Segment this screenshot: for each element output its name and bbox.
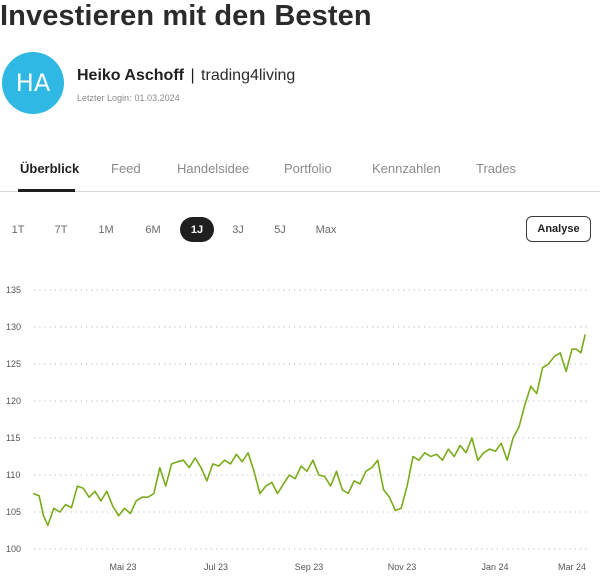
last-login-date: 01.03.2024 xyxy=(134,93,180,103)
avatar[interactable]: HA xyxy=(2,52,64,114)
tab-ueberblick[interactable]: Überblick xyxy=(20,161,80,176)
tab-portfolio[interactable]: Portfolio xyxy=(284,161,332,176)
last-login: Letzter Login: 01.03.2024 xyxy=(77,93,183,103)
x-axis: Mai 23 Jul 23 Sep 23 Nov 23 Jan 24 Mar 24 xyxy=(109,562,586,572)
series-line xyxy=(32,334,586,527)
range-6m-button[interactable]: 6M xyxy=(145,223,161,236)
tab-feed[interactable]: Feed xyxy=(111,161,141,176)
x-tick-label: Mar 24 xyxy=(558,562,586,572)
y-tick-label: 120 xyxy=(6,396,21,406)
y-tick-label: 105 xyxy=(6,507,21,517)
profile-header: Heiko Aschoff | trading4living xyxy=(77,67,295,85)
range-7t-button[interactable]: 7T xyxy=(54,223,68,236)
x-tick-label: Mai 23 xyxy=(109,562,136,572)
range-5j-button[interactable]: 5J xyxy=(274,223,286,236)
tab-kennzahlen[interactable]: Kennzahlen xyxy=(372,161,441,176)
profile-separator: | xyxy=(190,67,195,84)
profile-handle: trading4living xyxy=(201,67,296,84)
y-tick-label: 100 xyxy=(6,544,21,554)
tab-trades[interactable]: Trades xyxy=(476,161,516,176)
x-tick-label: Jan 24 xyxy=(481,562,508,572)
y-axis: 100 105 110 115 120 125 130 135 xyxy=(6,285,21,554)
y-tick-label: 135 xyxy=(6,285,21,295)
x-tick-label: Nov 23 xyxy=(388,562,417,572)
range-1j-button[interactable]: 1J xyxy=(180,217,214,242)
chart-grid xyxy=(34,289,590,550)
last-login-label: Letzter Login: xyxy=(77,93,132,103)
range-3j-button[interactable]: 3J xyxy=(232,223,244,236)
active-tab-indicator xyxy=(18,189,75,192)
profile-name[interactable]: Heiko Aschoff xyxy=(77,67,184,84)
y-tick-label: 115 xyxy=(6,433,20,443)
page-title: Investieren mit den Besten xyxy=(0,0,372,32)
tab-bar: Überblick Feed Handelsidee Portfolio Ken… xyxy=(0,150,600,192)
y-tick-label: 130 xyxy=(6,322,21,332)
range-1m-button[interactable]: 1M xyxy=(98,223,114,236)
x-tick-label: Jul 23 xyxy=(204,562,228,572)
performance-chart: 100 105 110 115 120 125 130 135 Mai 23 Jul 23 Sep… xyxy=(6,285,590,572)
analyse-button[interactable]: Analyse xyxy=(526,216,591,242)
range-1t-button[interactable]: 1T xyxy=(11,223,25,236)
y-tick-label: 110 xyxy=(6,470,20,480)
range-max-button[interactable]: Max xyxy=(315,223,337,236)
y-tick-label: 125 xyxy=(6,359,21,369)
x-tick-label: Sep 23 xyxy=(295,562,324,572)
tab-handelsidee[interactable]: Handelsidee xyxy=(177,161,250,176)
